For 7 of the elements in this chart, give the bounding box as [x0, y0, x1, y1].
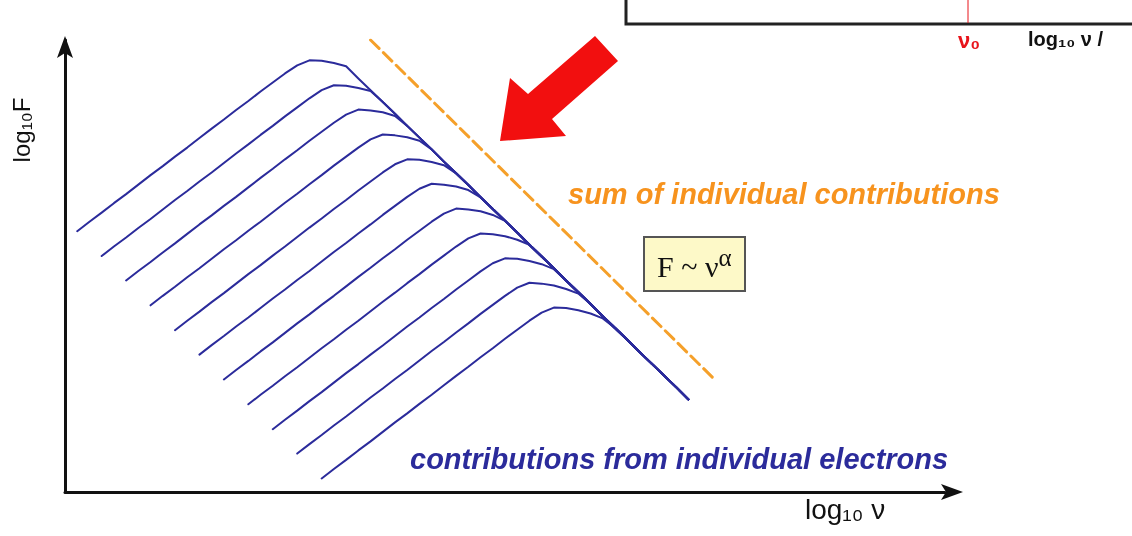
text: log₁₀ ν /: [1028, 28, 1104, 51]
annotation: sum of individual contributions: [568, 178, 1000, 211]
y-axis-title: log₁₀F: [8, 97, 36, 163]
annotation: F ~ ν$^{α}$: [643, 236, 746, 292]
annotation: contributions from individual electrons: [410, 443, 949, 476]
x-axis-title: log₁₀ ν: [805, 494, 886, 526]
text: ν₀: [958, 28, 981, 54]
